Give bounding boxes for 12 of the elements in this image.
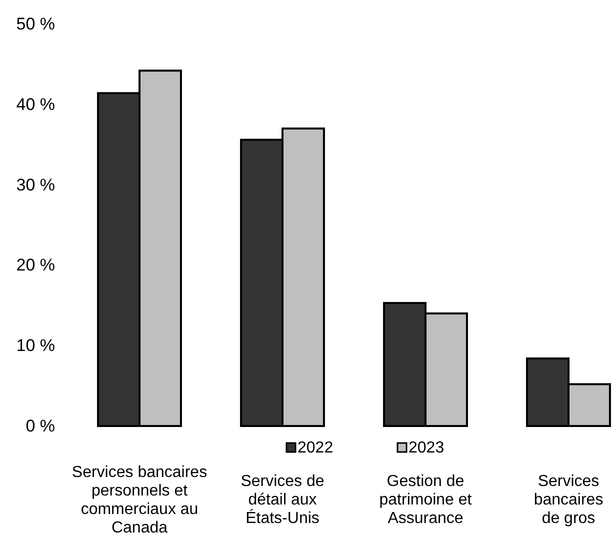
x-tick-label: Services de détail aux États-Unis [240, 473, 324, 527]
y-tick-label: 50 % [16, 14, 55, 34]
y-tick-label: 10 % [16, 336, 55, 356]
y-tick-label: 30 % [16, 175, 55, 194]
legend-label: 2022 [298, 440, 334, 456]
x-tick-label: Services bancaires personnels et commerciaux au Canada [72, 464, 208, 536]
y-tick-label: 0 % [26, 416, 55, 436]
y-tick-label: 20 % [16, 256, 55, 275]
x-tick-label: Services bancaires de gros [534, 473, 604, 527]
x-tick-label: Gestion de patrimoine et Assurance [379, 473, 472, 527]
legend-label: 2023 [408, 440, 444, 456]
y-tick-label: 40 % [16, 94, 55, 114]
